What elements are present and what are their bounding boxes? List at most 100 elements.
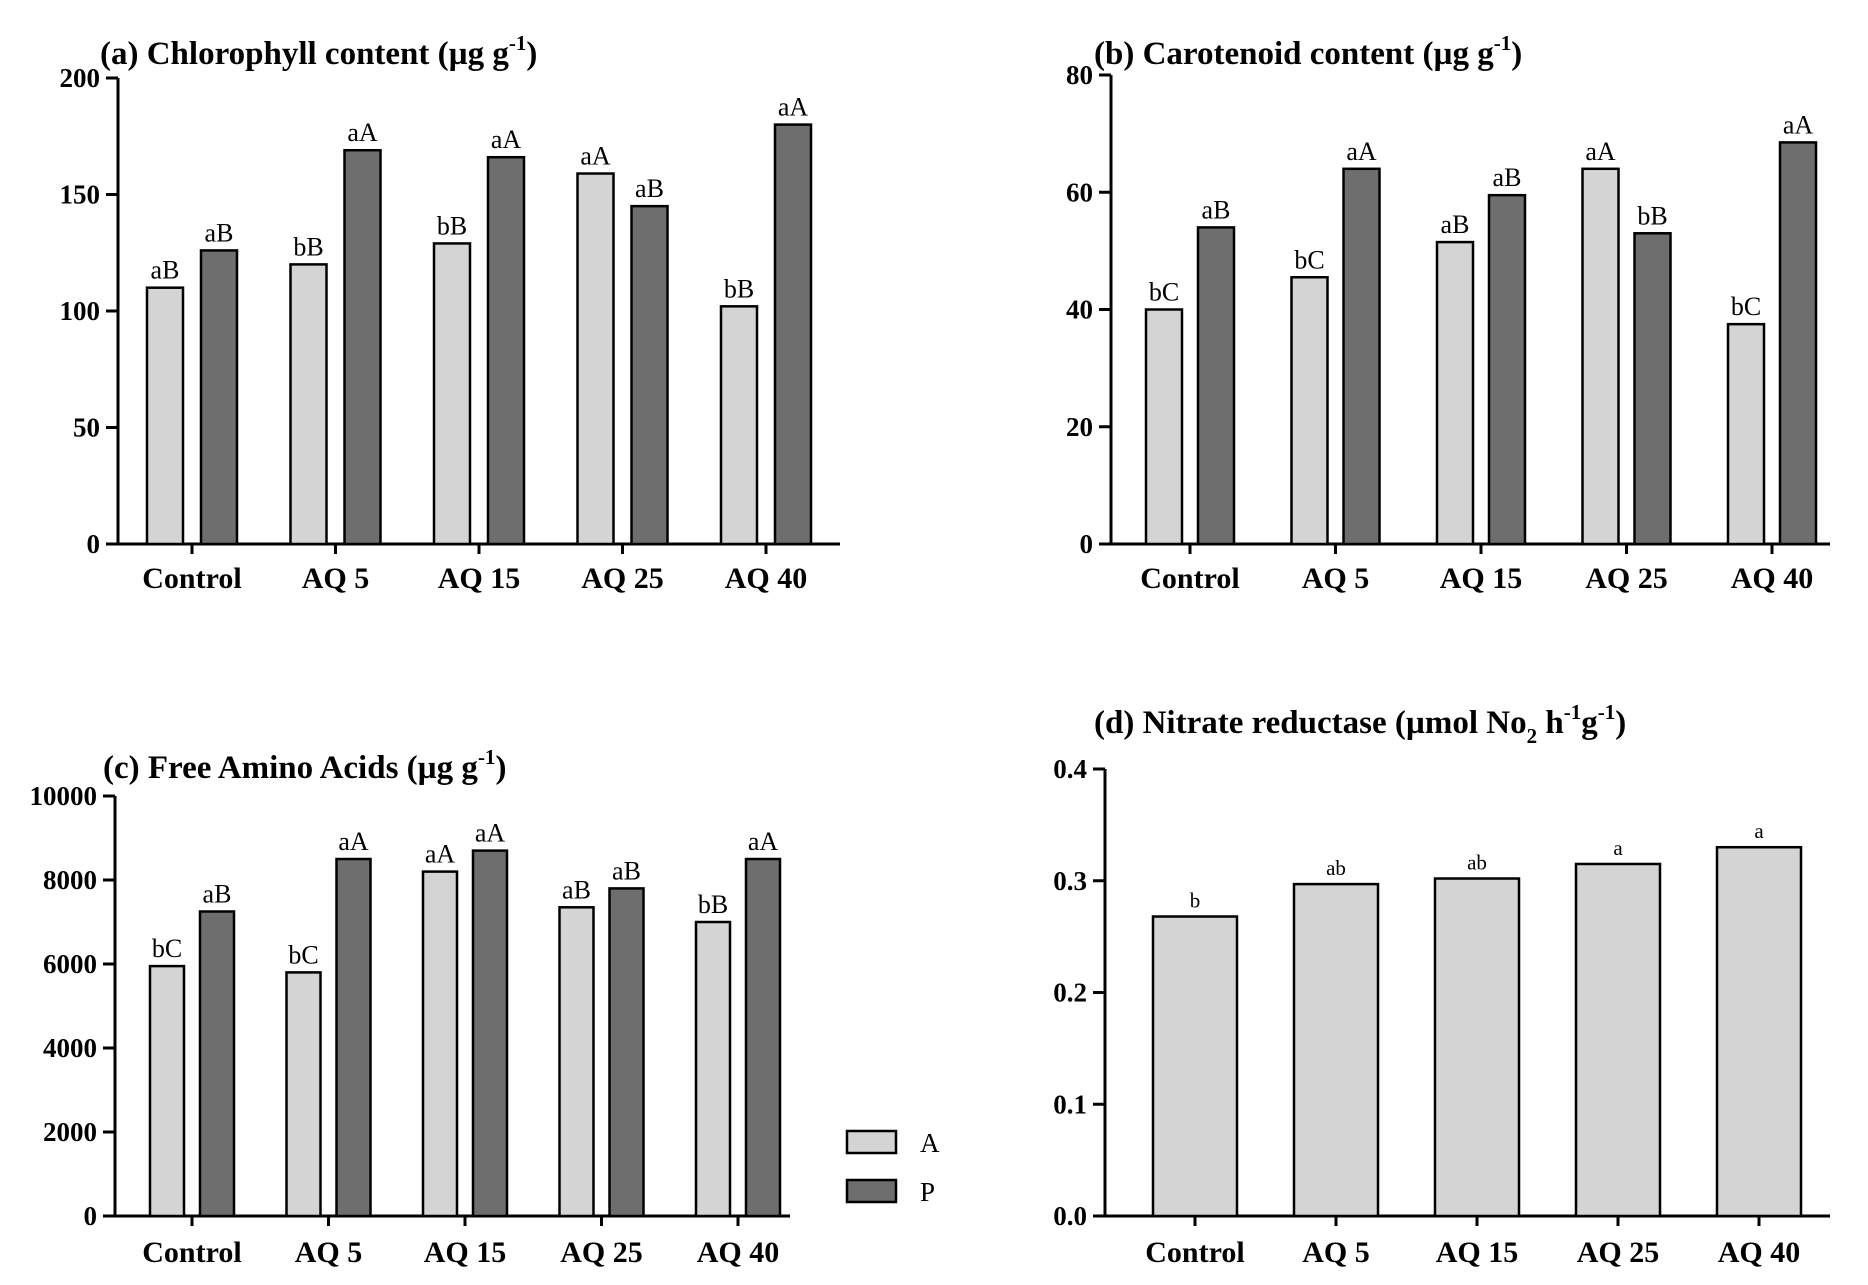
- x-tick-label: AQ 15: [1436, 1236, 1519, 1269]
- bar-data-label: bB: [1637, 201, 1667, 230]
- bar-data-label: bC: [152, 934, 182, 963]
- x-tick-label: AQ 25: [1585, 562, 1668, 595]
- y-tick-label: 2000: [43, 1117, 97, 1147]
- x-tick-label: AQ 5: [295, 1236, 363, 1269]
- bar-p: [199, 249, 239, 546]
- x-tick-label: AQ 25: [581, 562, 664, 595]
- x-tick-label: Control: [1145, 1236, 1244, 1269]
- bar-p: [1196, 226, 1236, 546]
- y-tick-label: 0.2: [1053, 978, 1087, 1008]
- bar-data-label: bC: [1149, 278, 1179, 307]
- legend-swatch-p: [845, 1178, 898, 1204]
- x-tick-label: AQ 15: [424, 1236, 507, 1269]
- y-tick-label: 0: [1080, 529, 1094, 559]
- chart-nitrate-reductase: (d) Nitrate reductase (µmol No2 h-1g-1) …: [1053, 700, 1830, 1269]
- bar-data-label: aB: [203, 880, 232, 909]
- y-tick-label: 0: [84, 1201, 98, 1231]
- x-tick-label: AQ 25: [560, 1236, 643, 1269]
- y-tick-label: 0.3: [1053, 866, 1087, 896]
- x-tick-label: AQ 25: [1577, 1236, 1660, 1269]
- x-tick-label: AQ 5: [1302, 562, 1370, 595]
- chart-carotenoid: (b) Carotenoid content (µg g-1) 0 20 40 60 8…: [1066, 31, 1830, 595]
- bar-a: [694, 920, 732, 1218]
- x-tick-label: Control: [1140, 562, 1239, 595]
- bar-data-label: aB: [635, 174, 664, 203]
- y-tick-label: 0: [87, 529, 101, 559]
- legend-swatch-a: [845, 1129, 898, 1155]
- legend: A P: [845, 1128, 940, 1207]
- bar-data-label: aA: [1585, 137, 1616, 166]
- x-tick-label: AQ 40: [725, 562, 808, 595]
- bar-data-label: bB: [293, 232, 323, 261]
- x-tick-label: AQ 15: [438, 562, 521, 595]
- y-tick-label: 6000: [43, 949, 97, 979]
- y-tick-label: 100: [60, 296, 101, 326]
- y-tick-label: 0.1: [1053, 1089, 1087, 1119]
- chart-amino-acids: (c) Free Amino Acids (µg g-1) 0 2000 4000 6…: [30, 745, 790, 1269]
- bar-a: [145, 286, 185, 546]
- y-tick-label: 10000: [30, 781, 98, 811]
- bar-a: [558, 906, 595, 1218]
- bar-data-label: bC: [1731, 292, 1761, 321]
- bar-a: [1144, 308, 1184, 546]
- bar-p: [1778, 141, 1818, 546]
- bar-a: [1151, 915, 1239, 1218]
- bar-data-label: aB: [1441, 210, 1470, 239]
- bar-data-label: aB: [1493, 163, 1522, 192]
- y-tick-label: 0.4: [1053, 754, 1087, 784]
- bar-data-label: bB: [698, 890, 728, 919]
- y-tick-label: 60: [1066, 177, 1093, 207]
- bar-data-label: bC: [288, 940, 318, 969]
- bar-a: [1574, 862, 1662, 1218]
- bar-a: [432, 242, 472, 546]
- bar-data-label: aB: [562, 875, 591, 904]
- bar-data-label: b: [1190, 889, 1201, 913]
- x-tick-label: AQ 5: [302, 562, 370, 595]
- bar-a: [1435, 240, 1475, 546]
- y-tick-label: 0.0: [1053, 1201, 1087, 1231]
- bar-data-label: bB: [724, 274, 754, 303]
- bar-p: [335, 857, 372, 1218]
- y-tick-label: 8000: [43, 865, 97, 895]
- bar-data-label: aA: [491, 125, 522, 154]
- x-tick-label: AQ 40: [697, 1236, 780, 1269]
- bar-data-label: aA: [748, 827, 779, 856]
- chart-chlorophyll: (a) Chlorophyll content (µg g-1) 0 50 100 1…: [60, 31, 840, 595]
- bar-p: [1487, 193, 1527, 546]
- bar-p: [1633, 232, 1672, 546]
- bar-data-label: aB: [612, 856, 641, 885]
- bar-p: [744, 857, 782, 1218]
- bar-p: [773, 123, 813, 546]
- bar-a: [1726, 322, 1766, 546]
- legend-label-p: P: [920, 1177, 935, 1207]
- legend-label-a: A: [920, 1128, 940, 1158]
- bar-p: [198, 910, 236, 1218]
- chart-title-chlorophyll: (a) Chlorophyll content (µg g-1): [100, 31, 537, 72]
- bar-a: [1290, 276, 1329, 546]
- bar-a: [1292, 882, 1380, 1218]
- bar-a: [1581, 167, 1620, 546]
- x-tick-label: Control: [142, 1236, 241, 1269]
- bar-data-label: aA: [580, 142, 611, 171]
- chart-title-amino-acids: (c) Free Amino Acids (µg g-1): [103, 745, 506, 786]
- chart-title-carotenoid: (b) Carotenoid content (µg g-1): [1094, 31, 1522, 72]
- x-tick-label: AQ 40: [1718, 1236, 1801, 1269]
- bar-data-label: bB: [437, 211, 467, 240]
- y-tick-label: 20: [1066, 412, 1093, 442]
- bar-a: [1433, 877, 1521, 1218]
- bar-a: [576, 172, 615, 546]
- bar-p: [471, 849, 509, 1218]
- x-tick-label: Control: [142, 562, 241, 595]
- bar-data-label: aB: [205, 218, 234, 247]
- bar-p: [630, 204, 669, 546]
- y-tick-label: 4000: [43, 1033, 97, 1063]
- bar-p: [486, 155, 526, 546]
- bar-p: [1342, 167, 1381, 546]
- y-tick-label: 40: [1066, 295, 1093, 325]
- chart-title-nitrate-reductase: (d) Nitrate reductase (µmol No2 h-1g-1): [1094, 700, 1626, 748]
- bar-data-label: aA: [347, 118, 378, 147]
- bar-data-label: aA: [1346, 137, 1377, 166]
- bar-data-label: ab: [1467, 851, 1487, 875]
- bar-a: [719, 305, 759, 546]
